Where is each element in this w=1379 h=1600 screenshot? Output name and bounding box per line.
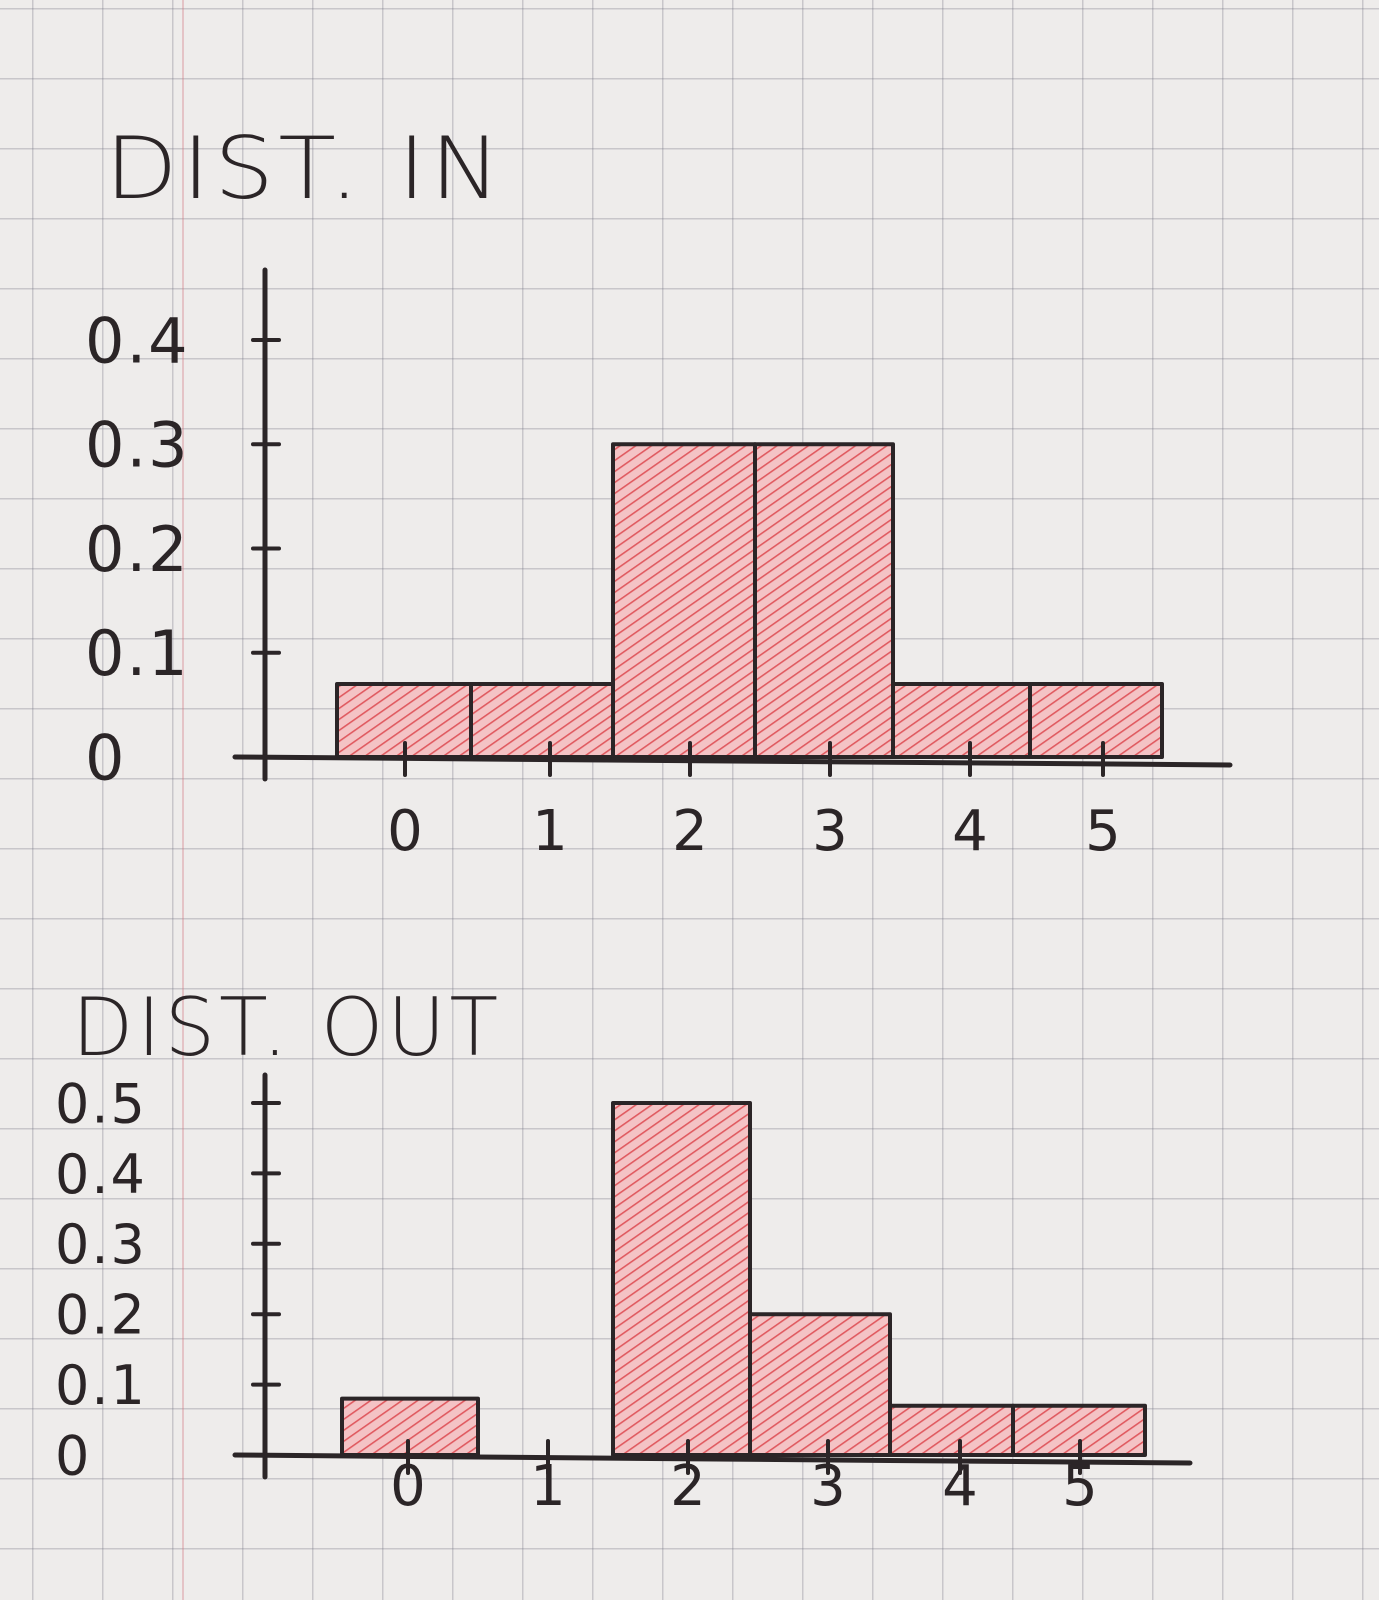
bar-4 — [891, 682, 1032, 760]
margin-line — [182, 0, 184, 1600]
x-tick-label: 3 — [812, 799, 848, 864]
y-tick-label: 0.2 — [55, 1284, 147, 1347]
y-tick-label: 0 — [55, 1424, 91, 1487]
bar-3 — [748, 1312, 892, 1457]
x-tick-label: 0 — [390, 1454, 426, 1519]
x-tick-label: 0 — [387, 799, 423, 864]
dist-out-title: DIST. OUT — [72, 981, 502, 1074]
y-tick-label: 0.4 — [55, 1143, 147, 1206]
x-tick-label: 4 — [952, 799, 988, 864]
x-tick-label: 2 — [670, 1454, 706, 1519]
bar-5 — [1028, 682, 1164, 760]
y-tick-label: 0.1 — [85, 617, 190, 690]
y-tick-label: 0.3 — [55, 1213, 147, 1276]
x-tick-label: 5 — [1085, 799, 1121, 864]
x-tick-label: 2 — [672, 799, 708, 864]
bar-3 — [753, 442, 895, 759]
x-tick-label: 3 — [810, 1454, 846, 1519]
y-tick-label: 0 — [85, 721, 126, 794]
x-tick-label: 1 — [530, 1454, 566, 1519]
bar-2 — [611, 442, 757, 759]
y-tick-label: 0.2 — [85, 513, 190, 586]
x-axis — [232, 754, 1233, 768]
bar-1 — [469, 682, 615, 760]
dist-in-chart: DIST. IN 0 0.1 0.2 0.3 0.4 0 1 2 3 4 5 — [85, 119, 1233, 864]
bar-4 — [888, 1403, 1015, 1457]
y-tick-label: 0.4 — [85, 304, 190, 377]
x-tick-label: 1 — [532, 799, 568, 864]
x-axis — [232, 1452, 1193, 1466]
y-tick-label: 0.1 — [55, 1354, 147, 1417]
bar-2 — [611, 1101, 752, 1457]
y-tick-label: 0.3 — [85, 409, 190, 482]
dist-out-chart: DIST. OUT 0 0.1 0.2 0.3 0.4 0.5 0 1 2 3 4 5 — [55, 981, 1193, 1519]
y-tick-label: 0.5 — [55, 1072, 147, 1135]
x-tick-label: 5 — [1062, 1454, 1098, 1519]
dist-in-title: DIST. IN — [105, 119, 505, 219]
x-tick-label: 4 — [942, 1454, 978, 1519]
